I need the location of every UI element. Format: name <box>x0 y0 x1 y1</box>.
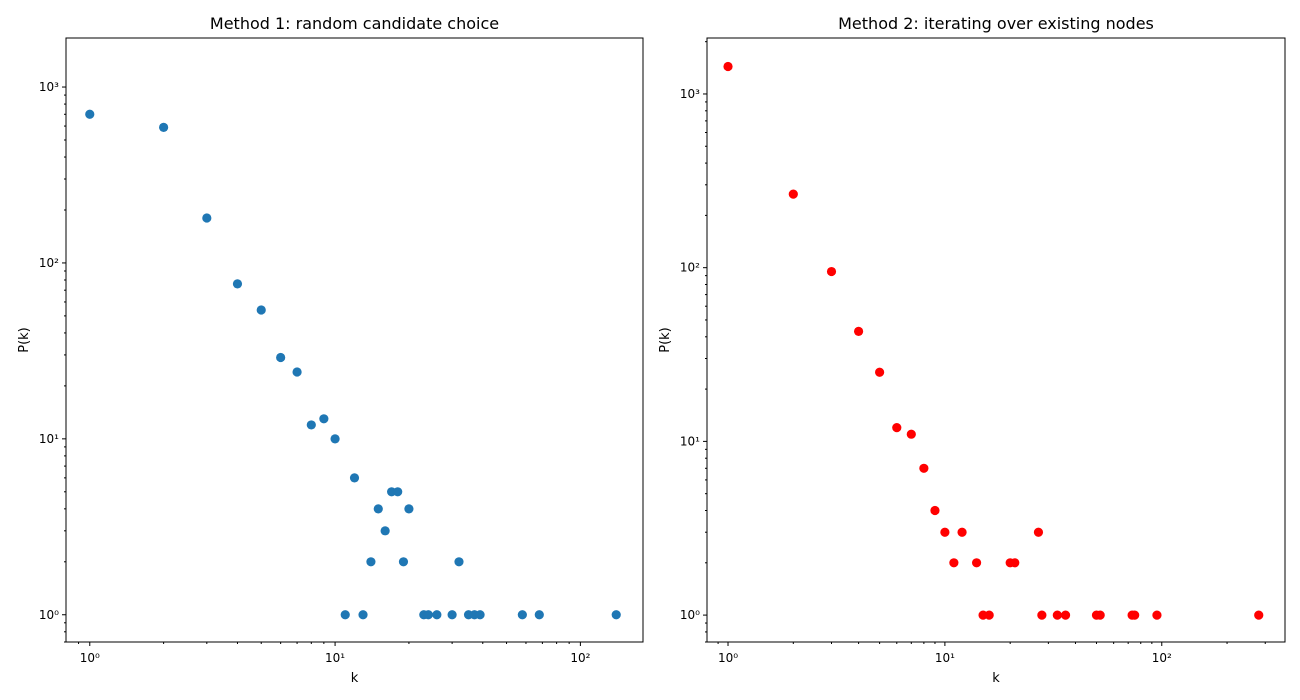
data-point <box>919 463 929 473</box>
y-axis-label: P(k) <box>17 327 32 353</box>
x-tick-label: 10¹ <box>325 651 345 665</box>
data-point <box>340 610 350 620</box>
y-tick-label: 10³ <box>680 87 700 101</box>
data-point <box>1037 610 1047 620</box>
data-point <box>949 558 959 568</box>
data-point <box>930 505 940 516</box>
x-tick-label: 10⁰ <box>80 651 100 665</box>
y-axis-label: P(k) <box>658 327 673 353</box>
data-point <box>292 367 302 377</box>
data-point <box>534 610 544 620</box>
plot-frame <box>65 37 644 643</box>
data-point <box>159 122 169 132</box>
data-point <box>1130 610 1140 620</box>
data-point <box>475 610 485 620</box>
data-point <box>971 558 982 568</box>
data-point <box>373 504 383 514</box>
data-point <box>276 352 286 363</box>
data-point <box>1060 610 1071 620</box>
data-point <box>1033 527 1044 537</box>
data-point <box>940 527 950 537</box>
data-point <box>1152 610 1162 620</box>
data-point <box>853 326 864 336</box>
data-point <box>826 266 837 277</box>
chart-title: Method 2: iterating over existing nodes <box>838 14 1154 33</box>
data-point <box>875 367 885 377</box>
x-tick-label: 10² <box>1152 651 1172 665</box>
data-point <box>306 420 316 430</box>
data-point <box>447 610 457 620</box>
data-point <box>611 610 621 620</box>
chart-title: Method 1: random candidate choice <box>210 14 499 33</box>
data-point <box>202 213 212 223</box>
chart-panel-2: 10⁰ 10¹ 10² 10⁰ 10¹ 10² 10³ Method 2: iterating… <box>658 14 1286 686</box>
y-tick-label: 10¹ <box>39 432 59 446</box>
data-point <box>393 487 403 497</box>
x-axis-label: k <box>351 671 359 686</box>
plot-frame <box>706 37 1286 643</box>
data-point <box>256 305 266 315</box>
data-point <box>1095 610 1105 620</box>
x-axis-label: k <box>992 671 1000 686</box>
data-point <box>404 504 414 514</box>
data-point <box>1052 610 1062 620</box>
data-point <box>957 527 967 537</box>
chart-panel-1: 10⁰ 10¹ 10² 10⁰ 10¹ 10² 10³ Method 1: random ca… <box>17 14 644 686</box>
data-point <box>454 557 464 567</box>
x-tick-label: 10² <box>570 651 590 665</box>
data-point <box>432 610 442 620</box>
y-tick-label: 10² <box>680 261 700 275</box>
data-point <box>892 423 902 433</box>
data-point <box>788 189 798 199</box>
data-point <box>984 610 994 620</box>
data-point <box>1254 610 1264 620</box>
data-point <box>380 526 390 536</box>
data-point <box>330 434 340 444</box>
data-point <box>85 109 95 119</box>
data-point <box>366 557 376 567</box>
y-tick-label: 10² <box>39 256 59 270</box>
y-tick-label: 10⁰ <box>680 608 700 622</box>
data-point <box>398 557 409 567</box>
y-tick-label: 10³ <box>39 80 59 94</box>
y-tick-label: 10¹ <box>680 434 700 448</box>
data-point <box>906 429 916 439</box>
x-tick-label: 10⁰ <box>718 651 738 665</box>
data-point <box>358 610 368 620</box>
data-point <box>517 610 527 620</box>
data-point <box>349 473 360 483</box>
data-point <box>1010 558 1020 568</box>
data-point <box>723 61 733 72</box>
data-point <box>423 610 433 620</box>
y-tick-label: 10⁰ <box>39 608 59 622</box>
x-tick-label: 10¹ <box>935 651 955 665</box>
data-point <box>319 414 329 424</box>
data-point <box>232 279 243 289</box>
